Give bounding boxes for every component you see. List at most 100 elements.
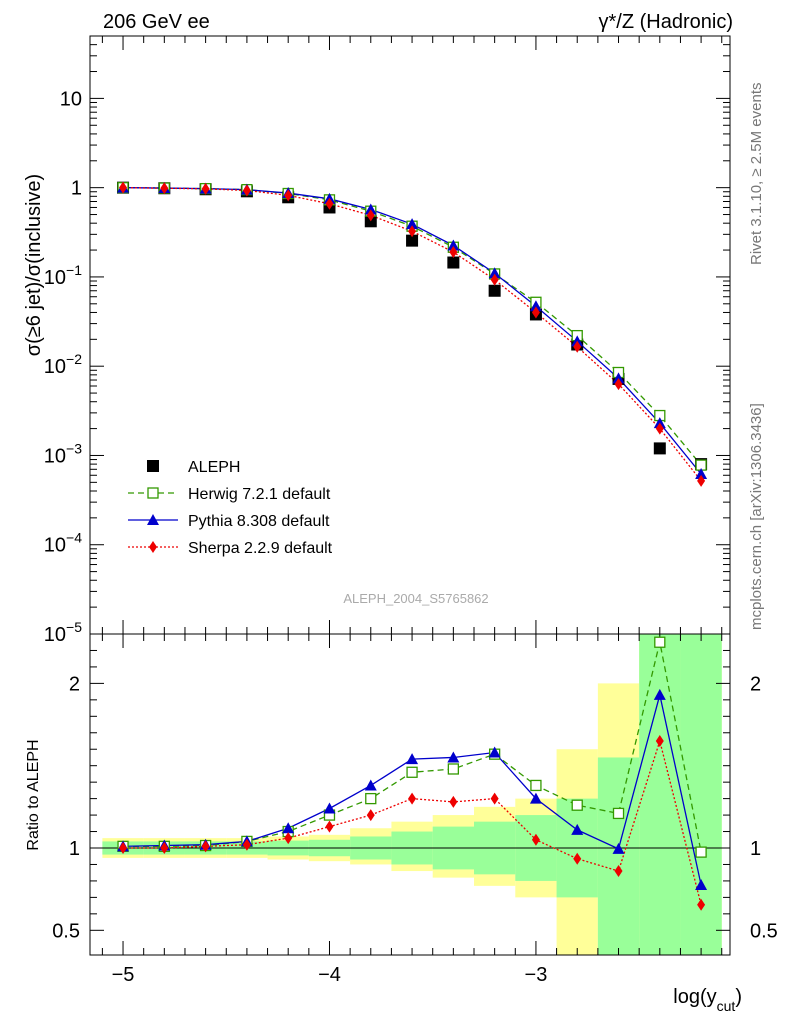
point-sherpa — [160, 182, 169, 195]
x-axis-label-subscript: cut — [717, 998, 736, 1014]
ratio-point-sherpa — [655, 735, 664, 747]
ratio-point-pythia — [612, 842, 625, 854]
point-pythia — [488, 267, 501, 279]
legend-marker-sherpa — [149, 541, 157, 553]
band-green-bin — [597, 757, 640, 955]
ratio-point-pythia — [695, 879, 708, 891]
ratio-y-tick-label: 2 — [69, 673, 80, 695]
legend-label-sherpa: Sherpa 2.2.9 default — [188, 540, 333, 557]
y-tick-label: 10−5 — [44, 619, 82, 646]
ratio-point-pythia — [653, 688, 666, 700]
ratio-y-axis-label: Ratio to ALEPH — [25, 739, 42, 850]
main-frame — [89, 35, 731, 635]
y-tick-label: 10−4 — [44, 530, 82, 557]
series-line-sherpa — [123, 187, 702, 482]
ratio-point-herwig — [447, 763, 460, 775]
ratio-series — [117, 636, 708, 911]
ratio-point-herwig — [530, 779, 542, 792]
y-tick-label: 10−3 — [44, 440, 82, 467]
point-sherpa — [325, 197, 334, 210]
ratio-point-sherpa — [119, 842, 128, 854]
ratio-point-sherpa — [325, 820, 334, 833]
point-sherpa — [242, 184, 251, 197]
point-pythia — [529, 300, 542, 312]
main-series — [117, 181, 708, 487]
ratio-point-pythia — [447, 751, 460, 763]
y-tick-exponent: −5 — [66, 619, 82, 635]
ratio-point-herwig — [612, 807, 625, 820]
ratio-point-pythia — [571, 823, 584, 835]
point-sherpa — [573, 340, 582, 353]
ratio-point-pythia — [282, 822, 295, 834]
main-axis-ticks: 10−5 10−4 10−3 10−2 10−1 1 10 — [44, 35, 730, 646]
data-point-aleph — [406, 234, 419, 247]
legend-label-herwig: Herwig 7.2.1 default — [188, 486, 331, 503]
ratio-panel: −5 −4 −3 0.5 0.5 1 1 2 2 — [52, 633, 778, 986]
ratio-point-sherpa — [449, 795, 458, 808]
ratio-point-sherpa — [697, 898, 706, 911]
x-tick-label: −5 — [112, 964, 135, 986]
point-sherpa — [366, 209, 375, 222]
point-sherpa — [201, 182, 210, 195]
side-text-rivet: Rivet 3.1.10, ≥ 2.5M events — [748, 83, 765, 266]
x-axis-label-close: ) — [735, 986, 742, 1008]
y-tick-label: 10−2 — [44, 351, 82, 378]
ratio-point-sherpa — [201, 840, 210, 853]
legend: ALEPH Herwig 7.2.1 default Pythia 8.308 de… — [128, 459, 333, 557]
ratio-axis-ticks: −5 −4 −3 0.5 0.5 1 1 2 2 — [52, 634, 778, 986]
ratio-point-herwig — [365, 792, 377, 805]
legend-marker-herwig — [147, 487, 159, 499]
ratio-point-pythia — [364, 779, 377, 791]
ratio-point-pythia — [529, 792, 542, 804]
y-tick-label: 10 — [60, 88, 82, 110]
y-tick-label: 10−1 — [44, 262, 82, 289]
y-axis-label: σ(≥6 jet)/σ(inclusive) — [23, 174, 45, 356]
y-tick-exponent: −1 — [66, 262, 82, 278]
point-sherpa — [614, 378, 623, 391]
ratio-point-herwig — [571, 799, 583, 811]
ratio-point-sherpa — [242, 838, 251, 851]
point-sherpa — [284, 189, 293, 202]
ratio-point-sherpa — [284, 832, 293, 845]
point-sherpa — [408, 225, 417, 238]
x-tick-label: −3 — [525, 964, 548, 986]
y-tick-exponent: −4 — [66, 530, 82, 546]
legend-label-pythia: Pythia 8.308 default — [188, 513, 330, 530]
ratio-point-pythia — [323, 802, 336, 814]
x-tick-label: −4 — [318, 964, 341, 986]
point-sherpa — [490, 273, 499, 286]
data-point-aleph — [488, 284, 501, 297]
ratio-point-sherpa — [614, 865, 623, 878]
side-text-mcplots: mcplots.cern.ch [arXiv:1306.3436] — [748, 403, 765, 630]
ratio-y-tick-label-right: 1 — [750, 838, 761, 860]
y-tick-label: 1 — [71, 178, 82, 200]
legend-marker-pythia — [147, 514, 159, 525]
ratio-point-pythia — [488, 746, 501, 758]
point-sherpa — [119, 181, 128, 194]
ratio-point-sherpa — [366, 809, 375, 822]
point-pythia — [695, 467, 708, 479]
title-left: 206 GeV ee — [103, 11, 210, 33]
ratio-point-sherpa — [573, 852, 582, 865]
y-tick-exponent: −2 — [66, 351, 82, 367]
ratio-point-herwig — [406, 766, 418, 778]
title-right: γ*/Z (Hadronic) — [599, 11, 733, 33]
data-point-aleph — [447, 256, 460, 269]
legend-marker-aleph — [147, 460, 159, 472]
ratio-y-tick-label: 1 — [69, 838, 80, 860]
ratio-y-tick-label-right: 2 — [750, 673, 761, 695]
x-axis-label: log(ycut) — [673, 986, 742, 1014]
main-panel: 10−5 10−4 10−3 10−2 10−1 1 10 ALEPH_2004_S5765… — [44, 35, 731, 646]
point-sherpa — [697, 474, 706, 487]
legend-label-aleph: ALEPH — [188, 459, 240, 476]
ratio-point-sherpa — [490, 792, 499, 805]
point-pythia — [447, 239, 460, 251]
uncertainty-bands — [90, 634, 730, 955]
ratio-point-sherpa — [160, 842, 169, 854]
y-tick-exponent: −3 — [66, 440, 82, 456]
ratio-frame — [89, 633, 731, 956]
ratio-point-sherpa — [531, 833, 540, 846]
ratio-point-sherpa — [408, 792, 417, 805]
ratio-point-pythia — [406, 753, 419, 765]
